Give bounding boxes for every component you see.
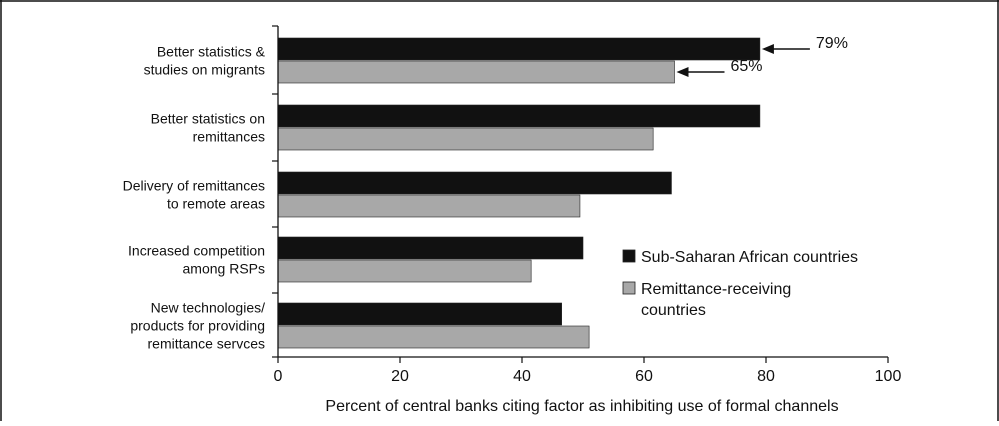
bar-sub-saharan-2 [277,171,672,195]
bar-sub-saharan-0 [277,37,761,61]
legend-label: Sub-Saharan African countries [641,249,858,266]
category-label: Delivery of remittances [123,178,265,194]
category-label: remittance servces [148,336,265,352]
bar-sub-saharan-1 [277,104,761,128]
axes-layer: Better statistics & studies on migrants Be… [123,25,902,385]
bar-remittance-receiving-4 [277,325,590,349]
bar-remittance-receiving-0 [277,60,675,84]
x-tick-label: 40 [513,368,531,385]
category-label: to remote areas [167,196,265,212]
category-label: among RSPs [183,261,265,277]
x-tick-label: 20 [391,368,409,385]
bar-remittance-receiving-1 [277,127,654,151]
category-label: studies on migrants [144,62,265,78]
x-tick-label: 100 [875,368,902,385]
x-tick-label: 0 [274,368,283,385]
category-label: Increased competition [128,243,265,259]
x-axis-label: Percent of central banks citing factor a… [325,398,838,415]
annotation-arrow-head [761,44,774,54]
category-label: Better statistics on [151,111,265,127]
annotation-label: 65% [731,58,763,75]
category-label: products for providing [130,318,265,334]
annotation-arrow-head [676,67,689,77]
legend-label: countries [641,302,706,319]
bar-sub-saharan-3 [277,236,584,260]
legend-label: Remittance-receiving [641,281,791,298]
bar-remittance-receiving-3 [277,259,532,283]
category-label: New technologies/ [151,300,266,316]
category-label: Better statistics & [157,44,266,60]
bar-remittance-receiving-2 [277,194,581,218]
legend-swatch-remittance-receiving [622,281,636,295]
legend-swatch-sub-saharan [622,249,636,263]
category-label: remittances [193,129,265,145]
legend: Sub-Saharan African countries Remittance-… [622,249,858,319]
bar-sub-saharan-4 [277,302,562,326]
annotations-layer: 79% 65% [676,35,848,77]
annotation-label: 79% [816,35,848,52]
x-tick-label: 60 [635,368,653,385]
x-tick-label: 80 [757,368,775,385]
